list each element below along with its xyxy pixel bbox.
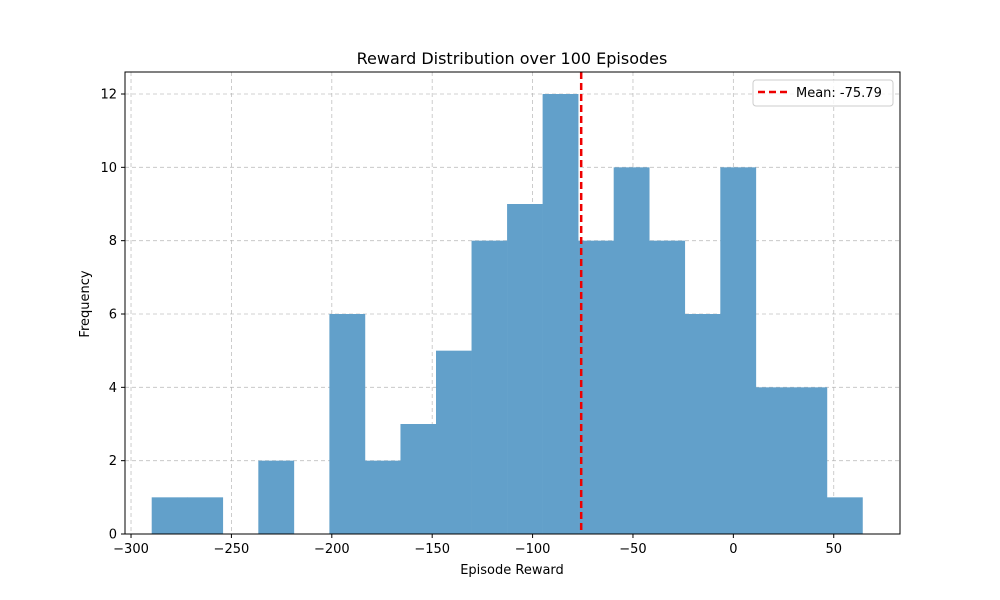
x-tick-label: −50: [619, 542, 646, 557]
histogram-bar: [755, 387, 792, 534]
x-tick-label: 50: [825, 542, 842, 557]
histogram-bar: [187, 497, 224, 534]
x-tick-label: −150: [414, 542, 450, 557]
histogram-bar: [613, 167, 650, 535]
axes-layer: −300 −250 −200 −150 −100 −50 0 50 0 2 4 6 8 10 12: [100, 71, 901, 557]
legend-box: [752, 79, 894, 107]
y-tick-label: 12: [100, 88, 117, 103]
y-tick-label: 10: [100, 161, 117, 176]
histogram-bar: [684, 314, 721, 534]
y-tick-label: 0: [109, 528, 117, 543]
legend: Mean: -75.79: [752, 79, 894, 107]
histogram-bar: [436, 350, 472, 534]
histogram-bar: [471, 240, 508, 534]
histogram-bar: [542, 94, 579, 534]
histogram-bar: [791, 387, 828, 534]
histogram-bar: [329, 314, 366, 534]
histogram-bar: [578, 240, 614, 534]
histogram-bar: [720, 167, 757, 535]
histogram-bar: [151, 497, 188, 534]
x-axis-label: Episode Reward: [460, 563, 564, 578]
x-tick-label: −250: [214, 542, 250, 557]
plot-frame: [124, 71, 901, 535]
y-tick-label: 8: [109, 234, 117, 249]
y-tick-label: 2: [109, 454, 117, 469]
histogram-bar: [400, 424, 437, 534]
histogram-bar: [364, 460, 401, 534]
histogram-bar: [826, 497, 863, 534]
histogram-bar: [258, 460, 295, 534]
x-tick-label: −300: [113, 542, 149, 557]
x-tick-label: −200: [314, 542, 350, 557]
y-tick-label: 4: [109, 381, 117, 396]
x-tick-label: 0: [729, 542, 737, 557]
chart-title: Reward Distribution over 100 Episodes: [357, 49, 668, 68]
legend-mean-label: Mean: -75.79: [796, 86, 882, 101]
y-axis-label: Frequency: [78, 270, 93, 337]
x-tick-label: −100: [515, 542, 551, 557]
bars-layer: [151, 94, 863, 535]
histogram-bar: [649, 240, 686, 534]
y-tick-label: 6: [109, 308, 117, 323]
histogram-bar: [507, 204, 543, 534]
